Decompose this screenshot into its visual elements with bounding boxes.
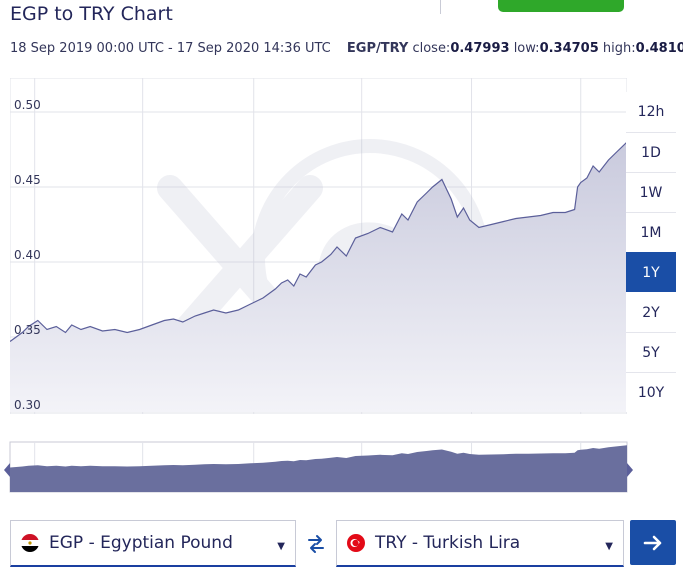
- high-label: high:: [602, 41, 636, 56]
- convert-button[interactable]: [630, 520, 676, 565]
- high-value: 0.48103: [635, 41, 683, 56]
- navigator-left-handle-icon[interactable]: [4, 463, 10, 477]
- chevron-down-icon: ▼: [277, 541, 285, 552]
- action-button-partial[interactable]: [498, 0, 624, 12]
- y-tick-label: 0.50: [14, 98, 41, 112]
- range-button-1d[interactable]: 1D: [626, 132, 676, 172]
- chevron-down-icon: ▼: [605, 541, 613, 552]
- navigator-right-handle-icon[interactable]: [627, 463, 633, 477]
- navigator-area: [10, 445, 627, 492]
- range-button-2y[interactable]: 2Y: [626, 292, 676, 332]
- close-label: close:: [412, 41, 451, 56]
- range-button-5y[interactable]: 5Y: [626, 332, 676, 372]
- chart-info-line: 18 Sep 2019 00:00 UTC - 17 Sep 2020 14:3…: [10, 41, 683, 56]
- egypt-flag-icon: [21, 534, 39, 552]
- to-currency-label: TRY - Turkish Lira: [375, 533, 521, 553]
- series-line: [10, 141, 627, 342]
- series-area: [10, 142, 627, 412]
- y-tick-label: 0.30: [14, 398, 41, 412]
- to-currency-select[interactable]: TRY - Turkish Lira ▼: [336, 520, 624, 567]
- low-label: low:: [513, 41, 540, 56]
- arrow-right-icon: [643, 535, 662, 550]
- close-value: 0.47993: [450, 41, 510, 56]
- page-title: EGP to TRY Chart: [10, 3, 173, 25]
- y-tick-label: 0.35: [14, 323, 41, 337]
- range-button-12h[interactable]: 12h: [626, 92, 676, 132]
- y-tick-label: 0.40: [14, 248, 41, 262]
- range-button-1y[interactable]: 1Y: [626, 252, 676, 292]
- main-chart[interactable]: 0.300.350.400.450.50 OctDecFeb 20AprJunA…: [10, 78, 627, 414]
- date-range: 18 Sep 2019 00:00 UTC - 17 Sep 2020 14:3…: [10, 41, 331, 56]
- header-divider: [440, 0, 441, 14]
- low-value: 0.34705: [539, 41, 599, 56]
- range-button-1m[interactable]: 1M: [626, 212, 676, 252]
- turkey-flag-icon: [347, 534, 365, 552]
- pair-label: EGP/TRY: [346, 41, 409, 56]
- swap-arrows-icon[interactable]: [305, 533, 327, 555]
- range-button-1w[interactable]: 1W: [626, 172, 676, 212]
- range-button-10y[interactable]: 10Y: [626, 372, 676, 412]
- from-currency-select[interactable]: EGP - Egyptian Pound ▼: [10, 520, 296, 567]
- range-navigator[interactable]: [0, 440, 640, 496]
- from-currency-label: EGP - Egyptian Pound: [49, 533, 233, 553]
- range-buttons: 12h 1D 1W 1M 1Y 2Y 5Y 10Y: [626, 92, 676, 412]
- y-tick-labels: 0.30 0.35 0.40 0.45 0.50: [14, 98, 41, 412]
- y-tick-label: 0.45: [14, 173, 41, 187]
